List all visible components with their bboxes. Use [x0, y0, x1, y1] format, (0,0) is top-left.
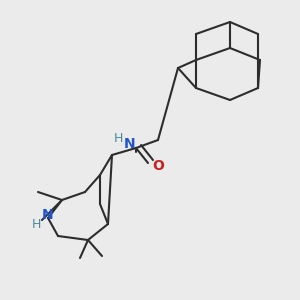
Text: H: H: [31, 218, 41, 230]
Text: N: N: [124, 137, 136, 151]
Text: H: H: [113, 131, 123, 145]
Text: O: O: [152, 159, 164, 173]
Text: N: N: [42, 208, 54, 222]
